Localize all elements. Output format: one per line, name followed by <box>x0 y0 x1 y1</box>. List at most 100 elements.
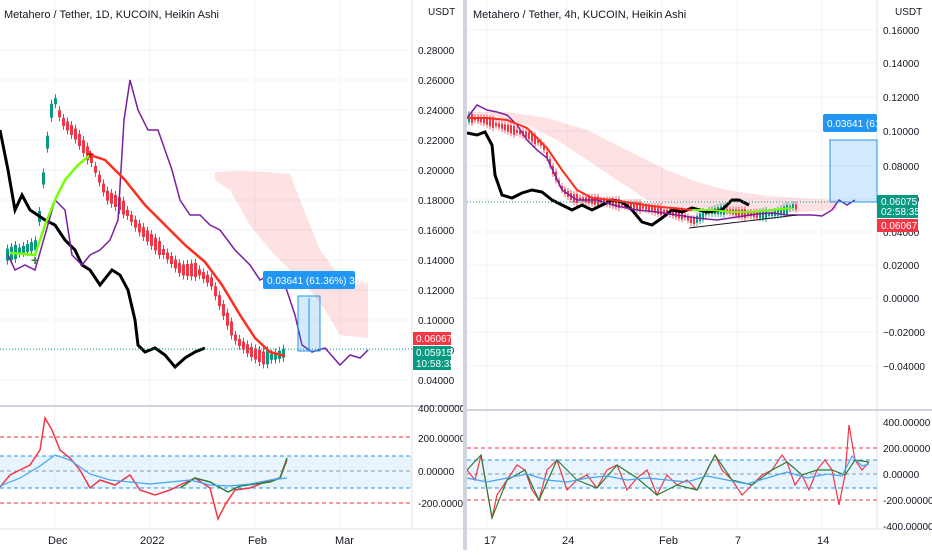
candle-body <box>525 131 527 138</box>
price-tick-label: 0.28000 <box>418 46 455 57</box>
candle-body <box>166 252 169 260</box>
time-tick-label: 7 <box>735 535 741 547</box>
candle-body <box>561 186 563 190</box>
candle-body <box>738 209 740 217</box>
ema-line-down <box>467 117 693 211</box>
candle-body <box>98 174 101 183</box>
price-tick-label: 0.00000 <box>883 294 920 305</box>
candle-body <box>693 218 695 225</box>
chart-svg-4h[interactable]: Metahero / Tether, 4h, KUCOIN, Heikin As… <box>466 0 932 550</box>
time-tick-label: Feb <box>659 535 678 547</box>
candle-body <box>660 206 662 216</box>
candle-body <box>6 248 9 261</box>
candle-body <box>675 210 677 218</box>
candle-body <box>50 103 53 118</box>
osc-tick-label: 200.00000 <box>883 444 931 455</box>
candle-body <box>106 190 109 201</box>
badge-green-bg <box>413 346 451 370</box>
chart-panel-daily[interactable]: Metahero / Tether, 1D, KUCOIN, Heikin As… <box>0 0 469 550</box>
candle-body <box>519 130 521 135</box>
measure-label: 0.03641 (61.36%) 3641 <box>267 276 372 287</box>
lagging-span-line <box>466 130 750 227</box>
candle-body <box>78 134 81 146</box>
candle-body <box>162 249 165 255</box>
candle-body <box>687 216 689 221</box>
trendline[interactable] <box>688 214 798 229</box>
time-tick-label: Dec <box>48 535 68 547</box>
candle-body <box>282 348 285 358</box>
candle-body <box>158 241 161 255</box>
candle-body <box>618 199 620 209</box>
candle-body <box>744 209 746 219</box>
badge-red-bg <box>413 332 451 345</box>
candle-body <box>110 192 113 204</box>
candle-body <box>615 199 617 208</box>
price-tick-label: 0.16000 <box>418 226 455 237</box>
candle-body <box>58 110 61 118</box>
osc-band <box>0 456 412 488</box>
badge-green-price: 0.06075 <box>881 197 918 208</box>
candle-body <box>186 264 189 276</box>
sell-marker: + <box>86 146 94 162</box>
candle-body <box>579 197 581 201</box>
measure-label: 0.03641 (61.3 <box>827 119 889 130</box>
badge-red-price: 0.06067 <box>416 334 453 345</box>
price-tick-label: 0.14000 <box>883 59 920 70</box>
osc-tick-label: 200.00000 <box>418 434 463 445</box>
candle-body <box>150 234 153 246</box>
candle-body <box>70 125 73 135</box>
candle-body <box>681 210 683 220</box>
candle-body <box>138 223 141 233</box>
candle-body <box>266 350 269 365</box>
candle-body <box>492 118 494 128</box>
measure-range-box[interactable] <box>829 139 878 203</box>
candle-body <box>102 183 105 193</box>
chart-svg-daily[interactable]: Metahero / Tether, 1D, KUCOIN, Heikin As… <box>0 0 469 550</box>
price-tick-label: −0.04000 <box>883 362 925 373</box>
candle-body <box>178 263 181 273</box>
osc-tick-label: -200.00000 <box>418 499 463 510</box>
axis-unit: USDT <box>895 7 922 18</box>
measure-label-bg[interactable] <box>823 114 877 132</box>
candle-body <box>549 159 551 166</box>
ichimoku-cloud <box>215 171 368 338</box>
candle-body <box>126 210 129 216</box>
candle-body <box>226 312 229 326</box>
measure-label-bg[interactable] <box>263 271 355 289</box>
time-tick-label: 24 <box>562 535 574 547</box>
candle-body <box>528 132 530 140</box>
badge-red-price: 0.06067 <box>881 221 918 232</box>
panel-separator[interactable] <box>463 0 467 550</box>
candle-body <box>270 353 273 360</box>
candle-body <box>648 205 650 211</box>
candle-body <box>747 212 749 216</box>
candle-body <box>486 117 488 125</box>
chart-panel-4h[interactable]: Metahero / Tether, 4h, KUCOIN, Heikin As… <box>466 0 932 550</box>
candle-body <box>258 350 261 362</box>
candle-body <box>34 240 37 251</box>
axis-unit: USDT <box>428 7 455 18</box>
candle-body <box>771 212 773 217</box>
cci-signal-line <box>0 454 288 487</box>
price-tick-label: 0.08000 <box>883 162 920 173</box>
price-tick-label: 0.16000 <box>883 26 920 37</box>
candle-body <box>66 121 69 131</box>
ichimoku-line <box>7 79 369 367</box>
candle-body <box>122 200 125 215</box>
badge-countdown: 10:58:35 <box>416 359 455 370</box>
candle-body <box>234 334 237 341</box>
candle-body <box>768 212 770 216</box>
candle-body <box>690 218 692 224</box>
candle-body <box>531 133 533 142</box>
candle-body <box>546 152 548 158</box>
time-tick-label: Mar <box>335 535 354 547</box>
candle-body <box>94 165 97 173</box>
candle-body <box>274 352 277 360</box>
candle-body <box>654 205 656 213</box>
candle-body <box>198 269 201 276</box>
candle-body <box>210 277 213 287</box>
candle-body <box>30 242 33 252</box>
candle-body <box>516 129 518 133</box>
candle-body <box>86 146 89 161</box>
candlestick-group <box>6 94 285 369</box>
